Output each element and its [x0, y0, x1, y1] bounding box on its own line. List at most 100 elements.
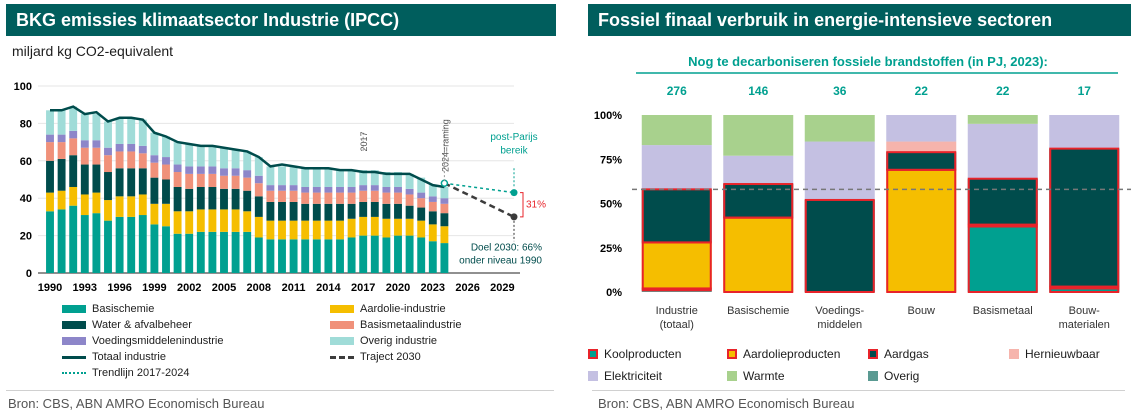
bar-segment — [162, 157, 170, 165]
bar-segment — [359, 185, 368, 191]
bar-segment — [220, 147, 228, 169]
legend-item: Aardgas — [868, 347, 929, 361]
bar-segment — [173, 164, 182, 173]
bar-segment — [967, 178, 1038, 225]
fossil-border — [886, 151, 957, 171]
legend-swatch — [62, 305, 86, 314]
x-tick-label: 2029 — [490, 282, 514, 294]
x-tick-label: 2011 — [282, 282, 306, 294]
bar-segment — [641, 115, 712, 146]
category-total-pj: 22 — [915, 84, 929, 98]
bar-segment — [278, 190, 286, 202]
bar-segment — [196, 209, 205, 232]
bar-segment — [173, 233, 182, 273]
bar-segment — [173, 172, 182, 187]
bar-segment — [57, 190, 66, 210]
bar-segment — [92, 192, 101, 214]
bar-segment — [428, 185, 437, 197]
bar-segment — [278, 185, 286, 191]
bar-segment — [266, 239, 275, 273]
bar-segment — [382, 192, 391, 204]
bar-segment — [440, 226, 449, 244]
bar-segment — [382, 186, 391, 193]
bar-segment — [312, 239, 321, 273]
legend-label: Overig — [884, 369, 920, 383]
x-tick-label: 2005 — [212, 282, 236, 294]
y-tick-label: 50% — [600, 199, 622, 211]
bar-segment — [417, 198, 426, 208]
fossil-border — [804, 198, 875, 294]
bar-segment — [394, 186, 402, 193]
bar-segment — [886, 152, 957, 170]
bar-segment — [208, 173, 217, 187]
bar-segment — [127, 151, 136, 169]
bar-segment — [57, 158, 66, 191]
fossil-border — [1049, 147, 1120, 288]
bar-segment — [324, 203, 333, 221]
x-tick-label: (totaal) — [660, 319, 694, 331]
bar-segment — [104, 220, 112, 273]
legend-item: Voedingsmiddelenindustrie — [62, 335, 223, 347]
bar-segment — [208, 186, 217, 210]
bar-segment — [886, 115, 957, 142]
bar-segment — [266, 166, 275, 186]
chart-title: BKG emissies klimaatsector Industrie (IP… — [6, 4, 556, 36]
x-tick-label: 1996 — [107, 282, 131, 294]
legend-item: Warmte — [727, 369, 785, 383]
legend-swatch — [62, 355, 86, 359]
bar-segment — [231, 231, 240, 273]
bar-segment — [173, 186, 182, 212]
bar-segment — [196, 145, 205, 167]
bar-segment — [243, 211, 252, 232]
legend-label: Hernieuwbaar — [1025, 347, 1100, 361]
bar-segment — [80, 164, 89, 195]
annotation-post-paris: post-Parijs — [490, 132, 537, 143]
bar-segment — [312, 192, 321, 204]
bar-segment — [231, 188, 240, 210]
legend-label: Koolproducten — [604, 347, 682, 361]
bar-segment — [150, 155, 159, 163]
bar-segment — [127, 143, 136, 152]
bar-segment — [243, 151, 252, 171]
bar-segment — [266, 190, 275, 202]
bar-segment — [138, 145, 147, 154]
y-tick-label: 60 — [20, 156, 32, 168]
bar-segment — [254, 183, 263, 197]
fossil-border — [723, 183, 794, 219]
bar-segment — [115, 151, 124, 169]
bar-segment — [80, 215, 89, 273]
bar-segment — [289, 166, 298, 186]
bar-segment — [220, 175, 228, 189]
bar-segment — [92, 140, 101, 148]
bar-segment — [967, 123, 1038, 179]
bar-segment — [208, 209, 217, 232]
bar-segment — [46, 110, 54, 135]
bar-segment — [162, 203, 170, 227]
bar-segment — [1049, 115, 1120, 149]
bar-segment — [394, 192, 402, 204]
x-tick-label: 1999 — [142, 282, 166, 294]
bar-segment — [92, 164, 101, 193]
annotation-doel: Doel 2030: 66% — [471, 243, 542, 254]
bar-segment — [104, 200, 112, 221]
bar-segment — [196, 186, 205, 210]
bar-segment — [641, 189, 712, 243]
x-tick-label: 2023 — [421, 282, 445, 294]
x-tick-label: 2014 — [316, 282, 341, 294]
bar-segment — [150, 224, 159, 273]
bar-segment — [405, 218, 414, 236]
bar-segment — [127, 216, 136, 273]
bar-segment — [92, 114, 101, 141]
legend-swatch — [727, 349, 737, 359]
source-note: Bron: CBS, ABN AMRO Economisch Bureau — [8, 396, 265, 411]
fossil-use-chart-panel: Fossiel finaal verbruik in energie-inten… — [588, 0, 1131, 420]
bar-segment — [57, 209, 66, 273]
bar-segment — [69, 186, 78, 206]
legend-item: Koolproducten — [588, 347, 681, 361]
bar-segment — [162, 164, 170, 180]
bar-segment — [370, 216, 379, 236]
bar-segment — [173, 142, 182, 165]
bar-segment — [46, 160, 54, 193]
fossil-border — [967, 177, 1038, 226]
legend-swatch — [62, 372, 86, 375]
